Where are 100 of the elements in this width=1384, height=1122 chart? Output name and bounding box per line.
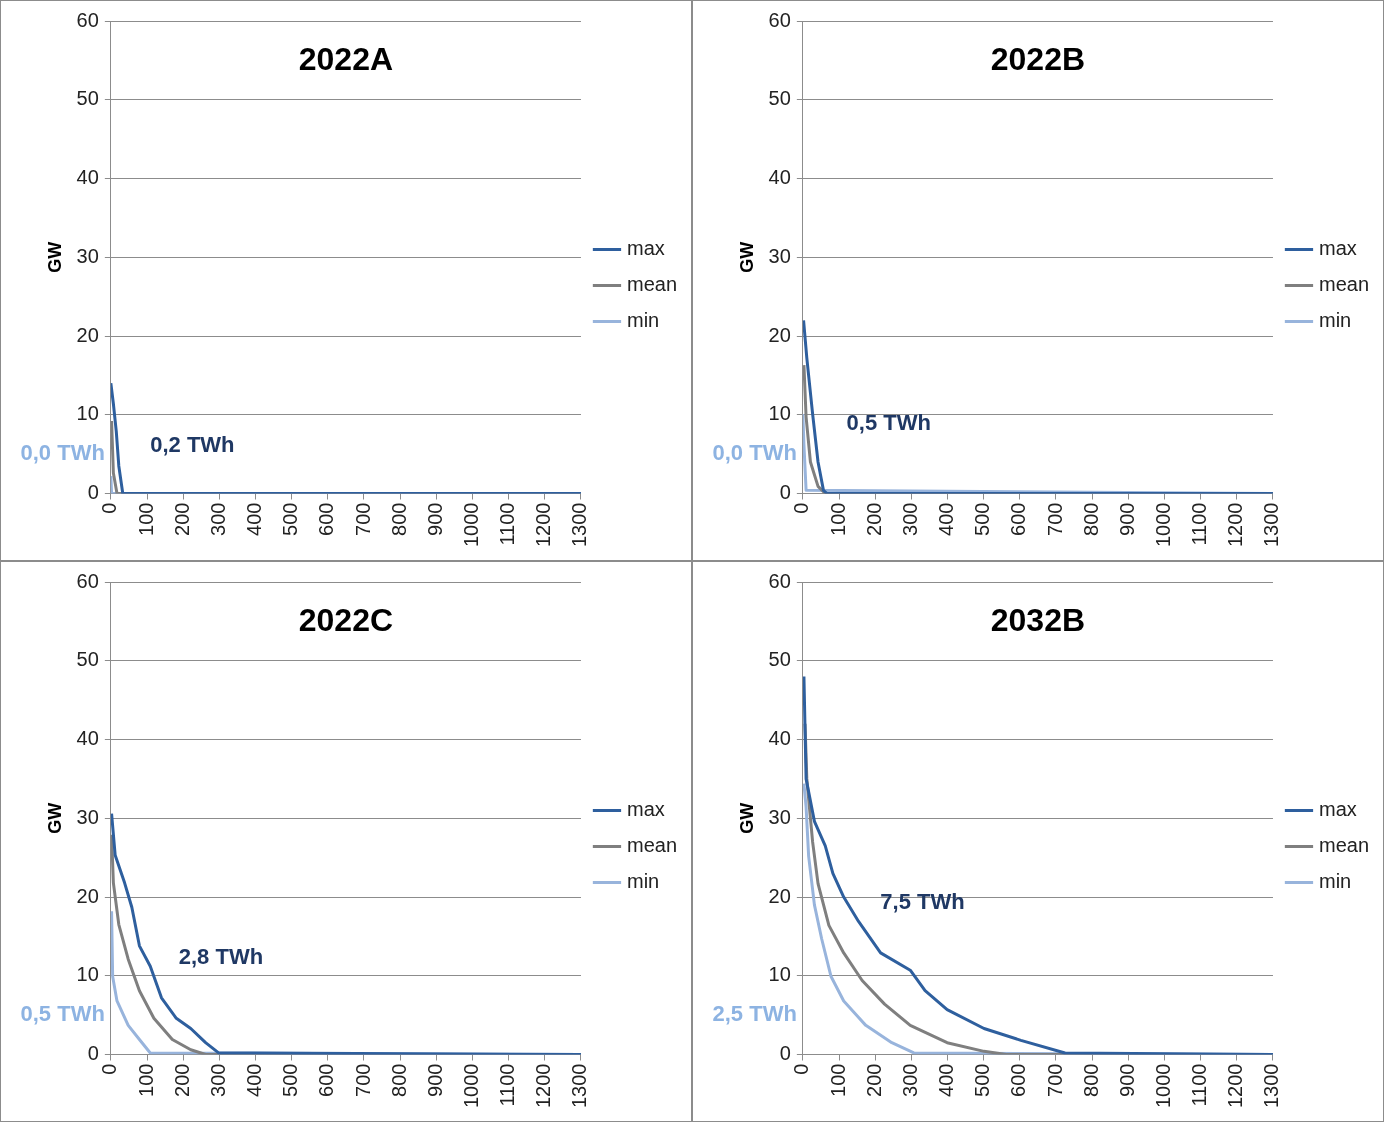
text: 2022B (990, 40, 1086, 77)
y-tick-label: 30 (768, 244, 791, 267)
x-tick-label: 400 (243, 1063, 266, 1097)
x-tick-label: 1100 (1188, 502, 1211, 546)
text: 0,0 TWh (712, 439, 797, 465)
x-tick-label: 100 (826, 502, 849, 536)
legend-label: min (626, 309, 660, 332)
x-tick-label: 0 (790, 1063, 813, 1075)
y-tick-label: 20 (76, 884, 99, 907)
x-tick-label: 0 (790, 502, 813, 514)
y-axis-title: GW (44, 241, 65, 273)
text: 2022C (298, 601, 394, 638)
y-tick-label: 30 (76, 805, 99, 828)
x-tick-label: 1200 (1224, 1063, 1247, 1109)
x-tick-label: 900 (1115, 1063, 1138, 1097)
x-tick-label: 100 (826, 1063, 849, 1097)
x-tick-label: 1100 (496, 502, 519, 546)
x-tick-label: 500 (279, 1063, 302, 1097)
x-tick-label: 300 (206, 1063, 229, 1097)
x-tick-label: 900 (423, 1063, 446, 1097)
legend-label: mean (1318, 273, 1369, 296)
x-tick-label: 1200 (532, 502, 555, 548)
x-tick-label: 200 (862, 1063, 885, 1097)
annotation: 0,5 TWh (846, 410, 931, 436)
y-tick-label: 60 (768, 8, 791, 31)
text: 0,5 TWh (20, 1000, 105, 1026)
legend-label: mean (1318, 834, 1369, 857)
x-tick-label: 700 (1043, 1063, 1066, 1097)
x-tick-label: 400 (243, 502, 266, 536)
x-tick-label: 800 (387, 502, 410, 536)
x-tick-label: 700 (351, 502, 374, 536)
x-tick-label: 1200 (1224, 502, 1247, 548)
x-tick-label: 700 (1043, 502, 1066, 536)
x-tick-label: 600 (315, 1063, 338, 1097)
x-tick-label: 100 (134, 502, 157, 536)
legend-label: min (1318, 870, 1352, 893)
y-tick-label: 30 (768, 805, 791, 828)
x-tick-label: 400 (935, 502, 958, 536)
legend-label: min (626, 870, 660, 893)
y-tick-label: 60 (76, 569, 99, 592)
x-tick-label: 1100 (1188, 1063, 1211, 1107)
y-tick-label: 10 (768, 963, 791, 986)
text: 2022A (298, 40, 394, 77)
x-tick-label: 1300 (568, 502, 591, 548)
y-tick-label: 10 (768, 402, 791, 425)
x-tick-label: 600 (1007, 1063, 1030, 1097)
annotation: 2,8 TWh (178, 944, 264, 970)
legend-label: max (1318, 237, 1357, 260)
text: 2032B (990, 601, 1086, 638)
x-tick-label: 1200 (532, 1063, 555, 1109)
text: 2,5 TWh (712, 1000, 797, 1026)
y-tick-label: 50 (76, 87, 99, 110)
y-tick-label: 50 (768, 87, 791, 110)
x-tick-label: 800 (387, 1063, 410, 1097)
legend-label: max (626, 798, 665, 821)
y-tick-label: 50 (76, 648, 99, 671)
x-tick-label: 900 (1115, 502, 1138, 536)
x-tick-label: 400 (935, 1063, 958, 1097)
x-tick-label: 1100 (496, 1063, 519, 1107)
x-tick-label: 1300 (1260, 502, 1283, 548)
text: 0,0 TWh (20, 439, 105, 465)
x-tick-label: 200 (170, 502, 193, 536)
x-tick-label: 500 (971, 1063, 994, 1097)
x-tick-label: 1000 (1152, 502, 1174, 548)
x-tick-label: 800 (1079, 1063, 1102, 1097)
y-tick-label: 40 (768, 166, 791, 189)
legend-label: min (1318, 309, 1352, 332)
y-tick-label: 40 (76, 166, 99, 189)
y-tick-label: 20 (768, 323, 791, 346)
y-axis-title: GW (44, 802, 65, 834)
y-tick-label: 50 (768, 648, 791, 671)
annotation: 7,5 TWh (880, 889, 965, 915)
x-tick-label: 200 (170, 1063, 193, 1097)
x-tick-label: 100 (134, 1063, 157, 1097)
x-tick-label: 600 (315, 502, 338, 536)
x-tick-label: 1000 (460, 1063, 482, 1109)
x-tick-label: 900 (423, 502, 446, 536)
y-tick-label: 20 (76, 323, 99, 346)
x-tick-label: 1300 (1260, 1063, 1283, 1109)
y-axis-title: GW (736, 802, 757, 834)
x-tick-label: 1000 (1152, 1063, 1174, 1109)
y-tick-label: 10 (76, 963, 99, 986)
y-tick-label: 30 (76, 244, 99, 267)
x-tick-label: 0 (98, 502, 121, 514)
x-tick-label: 300 (898, 502, 921, 536)
x-tick-label: 200 (862, 502, 885, 536)
legend-label: max (1318, 798, 1357, 821)
y-tick-label: 10 (76, 402, 99, 425)
y-tick-label: 40 (76, 727, 99, 750)
x-tick-label: 1000 (460, 502, 482, 548)
x-tick-label: 700 (351, 1063, 374, 1097)
x-tick-label: 300 (206, 502, 229, 536)
x-tick-label: 500 (279, 502, 302, 536)
x-tick-label: 1300 (568, 1063, 591, 1109)
y-tick-label: 40 (768, 727, 791, 750)
legend-label: mean (626, 273, 677, 296)
x-tick-label: 800 (1079, 502, 1102, 536)
legend-label: mean (626, 834, 677, 857)
x-tick-label: 600 (1007, 502, 1030, 536)
y-tick-label: 60 (768, 569, 791, 592)
